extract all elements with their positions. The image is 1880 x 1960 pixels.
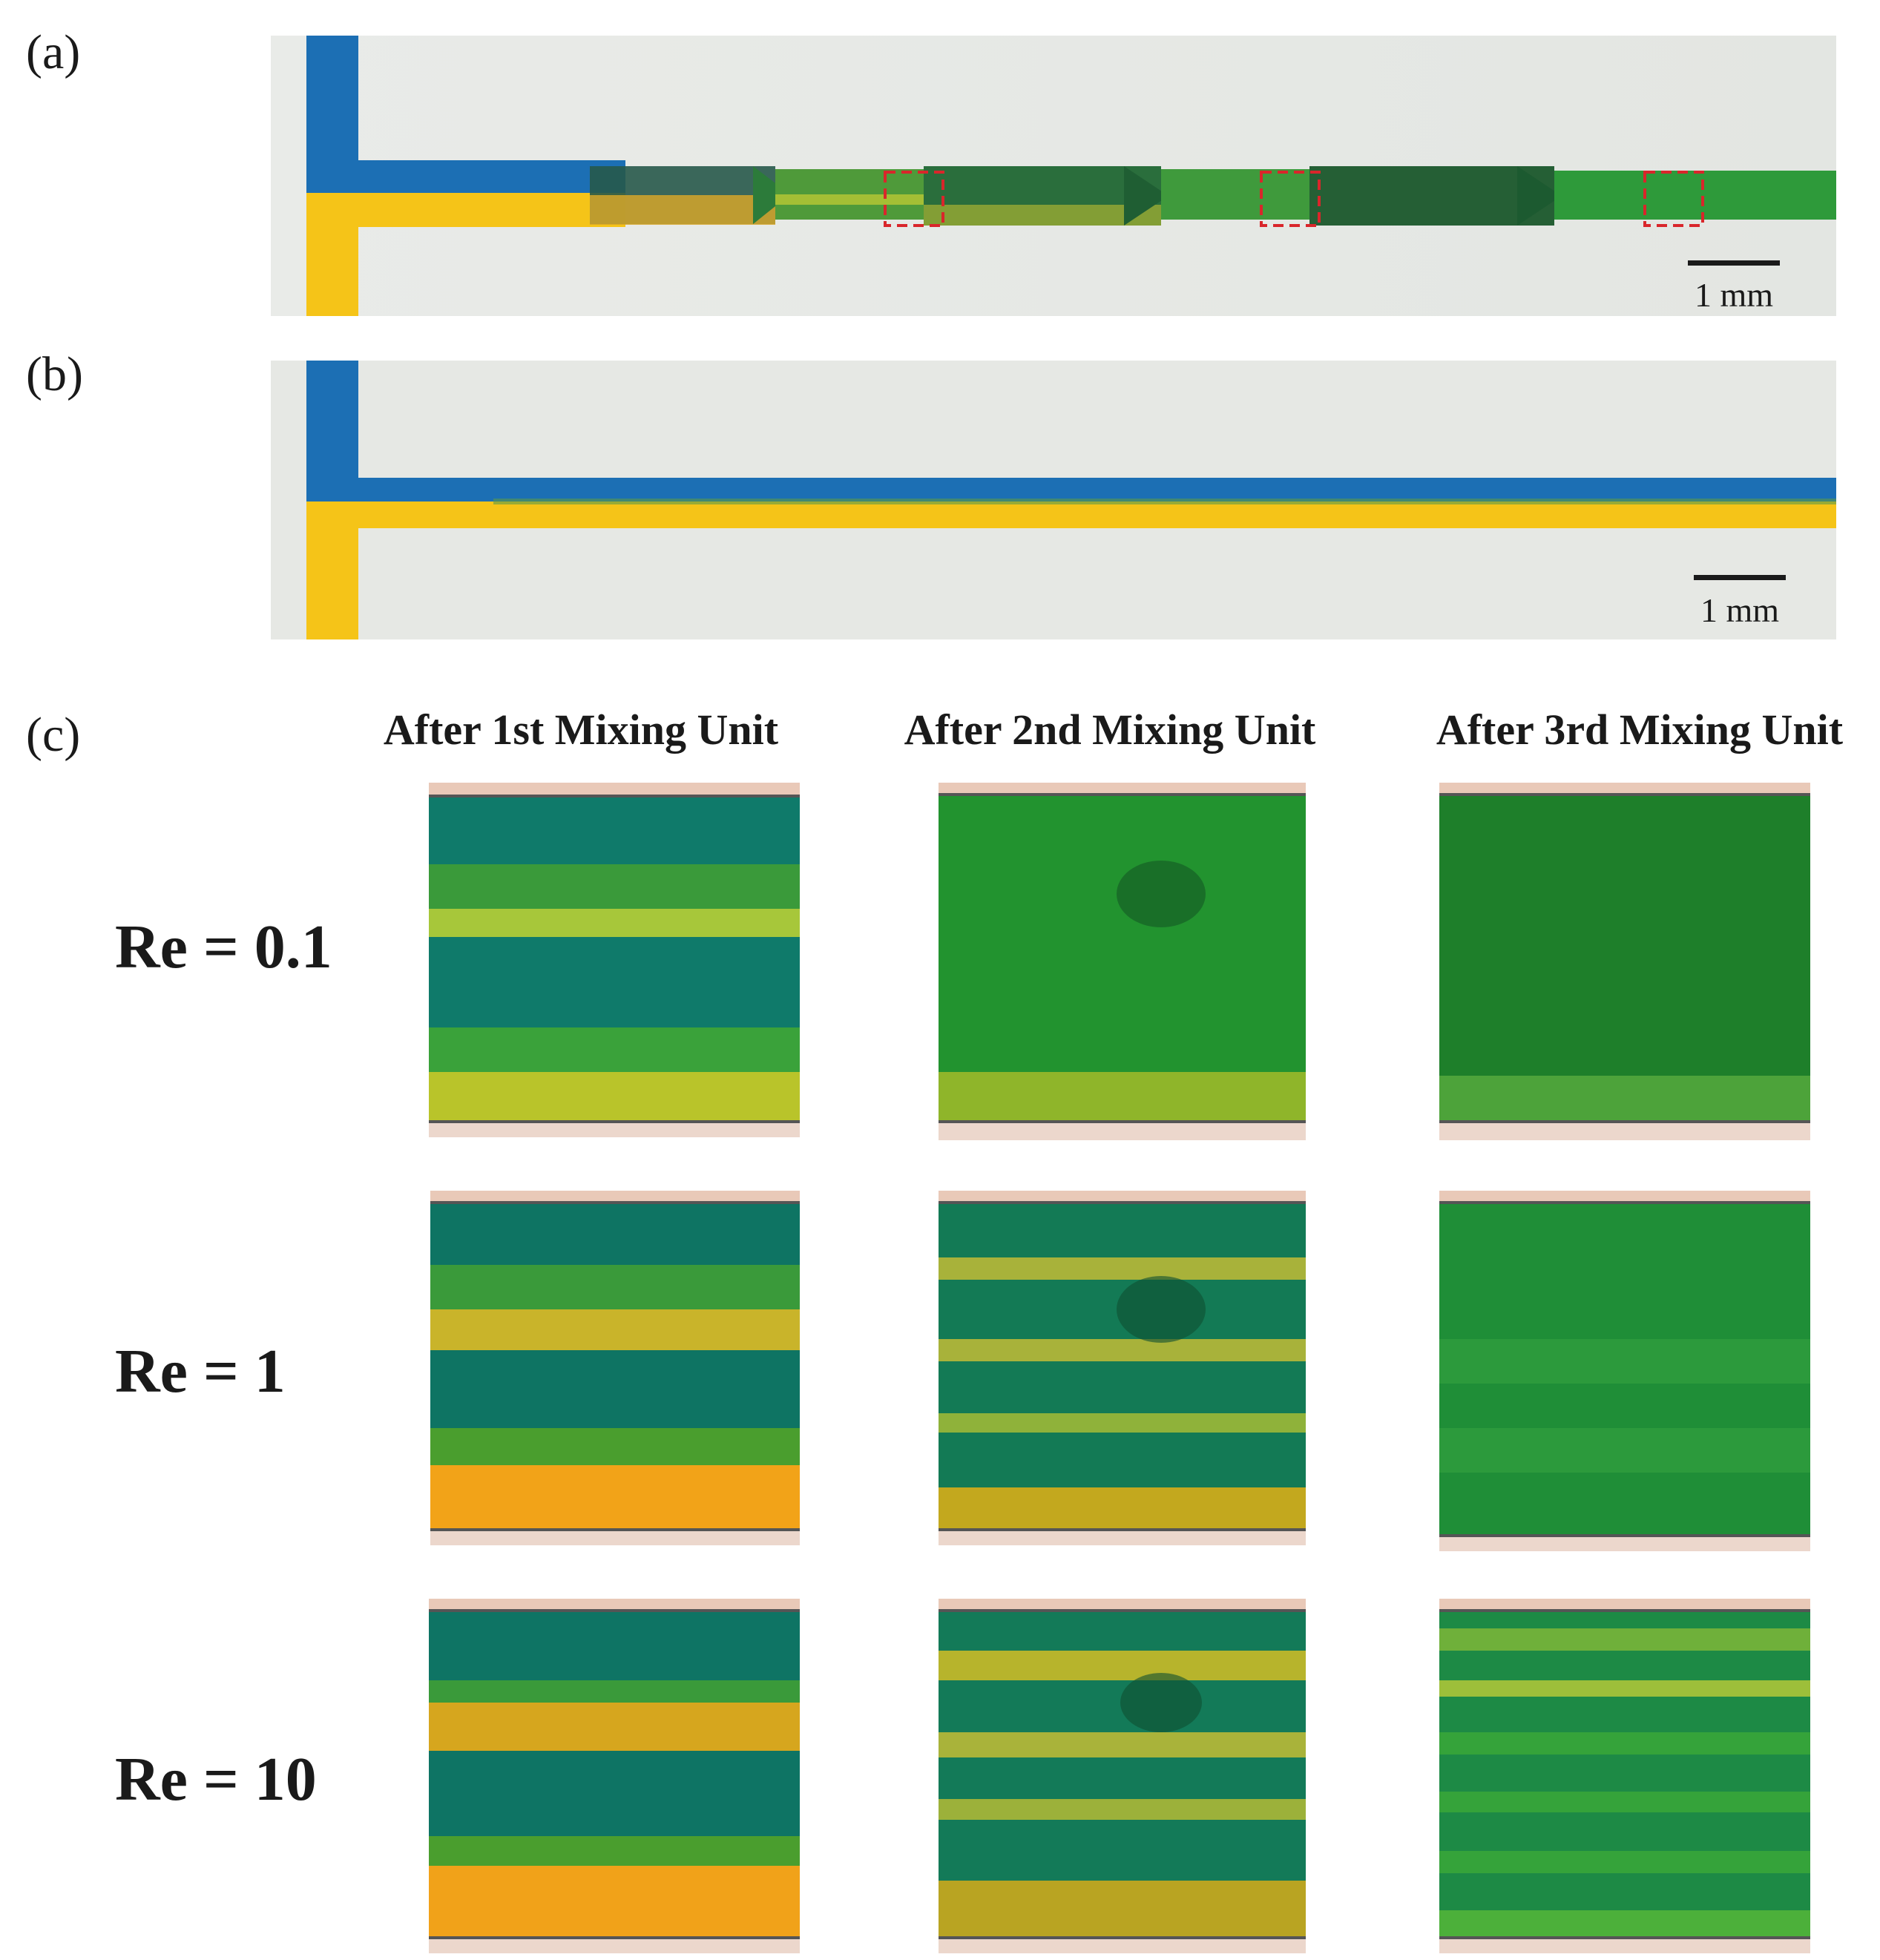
tile-re10-unit3	[1439, 1599, 1810, 1953]
roi-box-2	[1260, 171, 1321, 227]
tile-re0-1-unit2	[939, 783, 1306, 1140]
scale-bar-b	[1694, 575, 1786, 580]
tile-re10-unit2	[939, 1599, 1306, 1953]
tile-re10-unit1	[429, 1599, 800, 1953]
roi-box-1	[884, 171, 944, 227]
row-header-2: Re = 1	[115, 1337, 286, 1406]
scale-bar-b-text: 1 mm	[1700, 591, 1779, 629]
scale-bar-a	[1688, 260, 1780, 266]
panel-b-label: (b)	[26, 347, 83, 401]
column-header-1: After 1st Mixing Unit	[383, 706, 779, 754]
panel-a-label: (a)	[26, 25, 81, 79]
column-header-3: After 3rd Mixing Unit	[1436, 706, 1844, 754]
tile-re0-1-unit3	[1439, 783, 1810, 1140]
panel-c-label: (c)	[26, 708, 81, 762]
tile-re0-1-unit1	[429, 783, 800, 1137]
panel-b-photo: 1 mm	[271, 361, 1836, 639]
tile-re1-unit1	[430, 1191, 800, 1545]
scale-bar-a-text: 1 mm	[1695, 276, 1773, 314]
roi-box-3	[1643, 171, 1704, 227]
tile-re1-unit2	[939, 1191, 1306, 1545]
panel-a-photo: 1 mm	[271, 36, 1836, 316]
row-header-3: Re = 10	[115, 1745, 317, 1814]
tile-re1-unit3	[1439, 1191, 1810, 1551]
row-header-1: Re = 0.1	[115, 912, 332, 981]
column-header-2: After 2nd Mixing Unit	[904, 706, 1316, 754]
